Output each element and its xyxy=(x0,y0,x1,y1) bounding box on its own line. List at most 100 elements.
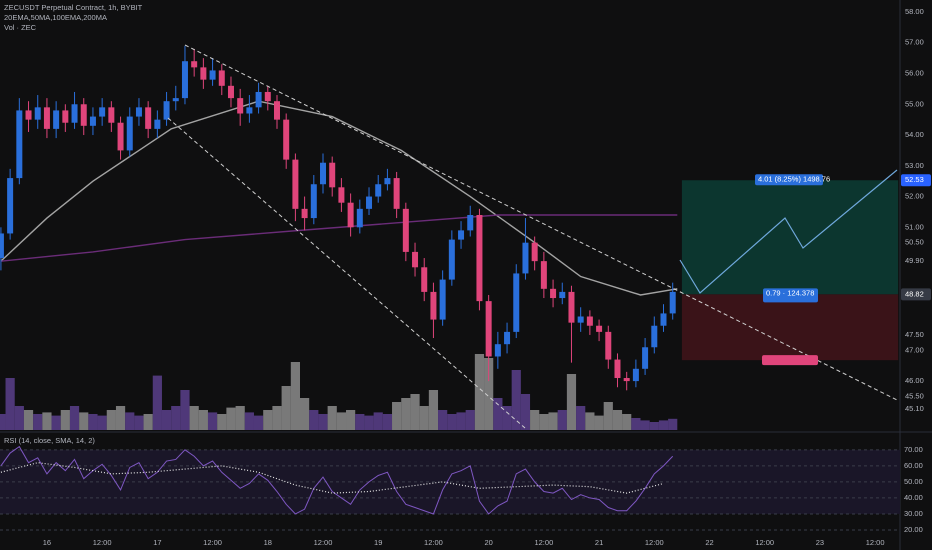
y-tick-label: 52.00 xyxy=(905,192,924,201)
volume-bar xyxy=(207,412,218,430)
plot xyxy=(0,45,900,531)
candle-body xyxy=(651,325,658,348)
x-tick-label: 21 xyxy=(595,538,603,547)
candle-body xyxy=(329,162,336,188)
rsi-tick-label: 50.00 xyxy=(904,477,923,486)
volume-bar xyxy=(474,354,485,430)
moving-average xyxy=(0,214,678,262)
candle-body xyxy=(99,107,106,117)
volume-bar xyxy=(5,378,15,430)
volume-bar xyxy=(622,414,632,430)
volume-bar xyxy=(33,414,43,430)
volume-bar xyxy=(557,410,567,430)
candle-body xyxy=(71,104,78,123)
volume-bar xyxy=(180,390,190,430)
candle-body xyxy=(439,279,446,320)
y-tick-label: 54.00 xyxy=(905,130,924,139)
y-tick-label: 45.50 xyxy=(905,391,924,400)
volume-bar xyxy=(0,414,6,430)
candle-body xyxy=(660,313,667,326)
x-tick-label: 18 xyxy=(264,538,272,547)
candle-body xyxy=(108,107,115,123)
volume-bar xyxy=(428,390,439,430)
candle-body xyxy=(623,378,630,382)
candle-body xyxy=(642,347,649,369)
volume-bar xyxy=(318,414,328,430)
volume-bar xyxy=(226,407,236,430)
volume-label: Vol · ZEC xyxy=(4,23,37,32)
candle-body xyxy=(34,107,41,120)
candle-body xyxy=(200,67,207,80)
x-tick-label: 12:00 xyxy=(645,538,664,547)
rsi-tick-label: 60.00 xyxy=(904,461,923,470)
x-tick-label: 12:00 xyxy=(866,538,885,547)
y-tick-label: 49.90 xyxy=(905,256,924,265)
candle-body xyxy=(504,331,511,345)
candle-body xyxy=(53,110,60,129)
candle-body xyxy=(458,230,465,240)
volume-bar xyxy=(438,410,448,430)
moving-average xyxy=(0,100,678,296)
volume-bar xyxy=(612,410,623,430)
candle-body xyxy=(366,196,373,209)
volume-bar xyxy=(79,412,89,430)
x-tick-label: 12:00 xyxy=(424,538,443,547)
volume-bar xyxy=(42,412,52,430)
volume-bar xyxy=(465,410,475,430)
candle-body xyxy=(485,301,492,357)
x-tick-label: 12:00 xyxy=(534,538,553,547)
volume-bar xyxy=(502,406,512,430)
candle-body xyxy=(227,85,234,99)
candle-body xyxy=(559,291,566,299)
volume-bar xyxy=(603,402,613,430)
volume-bar xyxy=(115,406,126,430)
y-tick-label: 51.00 xyxy=(905,222,924,231)
volume-bar xyxy=(410,394,420,430)
candle-body xyxy=(540,261,547,289)
volume-bar xyxy=(189,406,199,430)
rsi-tick-label: 20.00 xyxy=(904,525,923,534)
volume-bar xyxy=(401,398,411,430)
volume-bar xyxy=(511,370,521,430)
volume-bar xyxy=(97,415,107,430)
volume-bar xyxy=(23,410,34,430)
rsi-tick-label: 70.00 xyxy=(904,445,923,454)
volume-bar xyxy=(69,406,80,430)
volume-bar xyxy=(392,402,402,430)
volume-bar xyxy=(60,410,70,430)
candle-body xyxy=(614,359,621,379)
volume-bar xyxy=(88,414,98,430)
volume-bar xyxy=(14,406,24,430)
candle-body xyxy=(7,178,14,234)
candle-body xyxy=(172,98,179,102)
entry-label: 0.79 · 124.378 xyxy=(766,288,814,297)
candle-body xyxy=(163,101,170,120)
volume-bar xyxy=(539,414,549,430)
candle-body xyxy=(292,159,299,209)
chart-title: ZECUSDT Perpetual Contract, 1h, BYBIT xyxy=(4,3,143,12)
x-tick-label: 20 xyxy=(484,538,492,547)
candle-body xyxy=(237,98,244,114)
y-tick-label: 45.10 xyxy=(905,404,924,413)
volume-bar xyxy=(161,410,172,430)
candle-body xyxy=(375,184,382,197)
candle-body xyxy=(301,208,308,219)
target-label: 4.01 (8.25%) 1498.76 xyxy=(758,175,830,184)
y-tick-label: 46.00 xyxy=(905,376,924,385)
candle-body xyxy=(522,242,529,274)
volume-bar xyxy=(585,412,595,430)
volume-bar xyxy=(106,410,116,430)
volume-bar xyxy=(281,386,291,430)
volume-bar xyxy=(456,412,466,430)
volume-bar xyxy=(530,410,540,430)
candle-body xyxy=(421,267,428,292)
y-tick-label: 57.00 xyxy=(905,38,924,47)
y-tick-label: 50.50 xyxy=(905,238,924,247)
trendline xyxy=(167,117,526,429)
volume-bar xyxy=(253,415,264,430)
candle-body xyxy=(181,61,188,99)
candle-body xyxy=(338,187,345,203)
volume-bar xyxy=(300,398,310,430)
rsi-label: RSI (14, close, SMA, 14, 2) xyxy=(4,436,95,445)
candle-body xyxy=(513,273,520,332)
